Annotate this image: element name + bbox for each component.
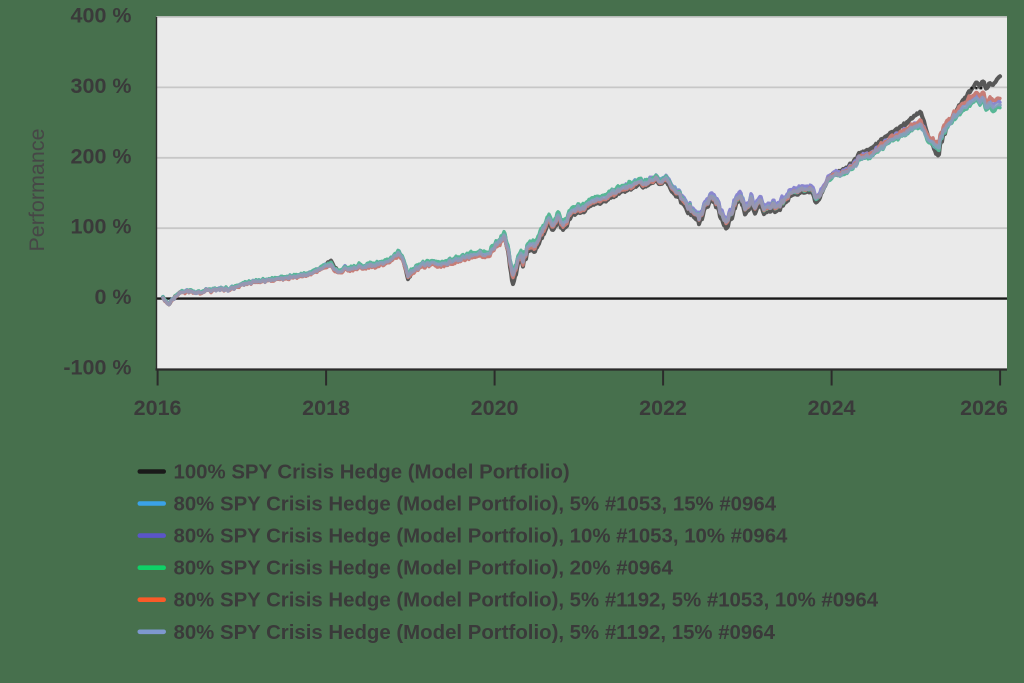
svg-text:80% SPY Crisis Hedge (Model Po: 80% SPY Crisis Hedge (Model Portfolio), …	[174, 494, 777, 516]
svg-text:100% SPY Crisis Hedge (Model P: 100% SPY Crisis Hedge (Model Portfolio)	[174, 462, 570, 484]
svg-text:2024: 2024	[808, 396, 856, 420]
svg-text:2026: 2026	[960, 396, 1008, 420]
svg-text:80% SPY Crisis Hedge (Model Po: 80% SPY Crisis Hedge (Model Portfolio), …	[174, 558, 674, 580]
svg-text:200 %: 200 %	[71, 144, 132, 168]
svg-text:80% SPY Crisis Hedge (Model Po: 80% SPY Crisis Hedge (Model Portfolio), …	[174, 526, 789, 548]
svg-text:100 %: 100 %	[71, 215, 132, 239]
svg-text:Performance: Performance	[25, 128, 49, 251]
svg-text:2022: 2022	[639, 396, 687, 420]
svg-text:80% SPY Crisis Hedge (Model Po: 80% SPY Crisis Hedge (Model Portfolio), …	[174, 622, 776, 644]
svg-text:80% SPY Crisis Hedge (Model Po: 80% SPY Crisis Hedge (Model Portfolio), …	[174, 590, 879, 612]
svg-text:2018: 2018	[302, 396, 350, 420]
svg-text:0 %: 0 %	[94, 285, 131, 309]
svg-text:400 %: 400 %	[71, 4, 132, 28]
svg-text:2016: 2016	[134, 396, 182, 420]
svg-text:300 %: 300 %	[71, 74, 132, 98]
svg-text:-100 %: -100 %	[63, 356, 131, 380]
svg-text:2020: 2020	[471, 396, 519, 420]
